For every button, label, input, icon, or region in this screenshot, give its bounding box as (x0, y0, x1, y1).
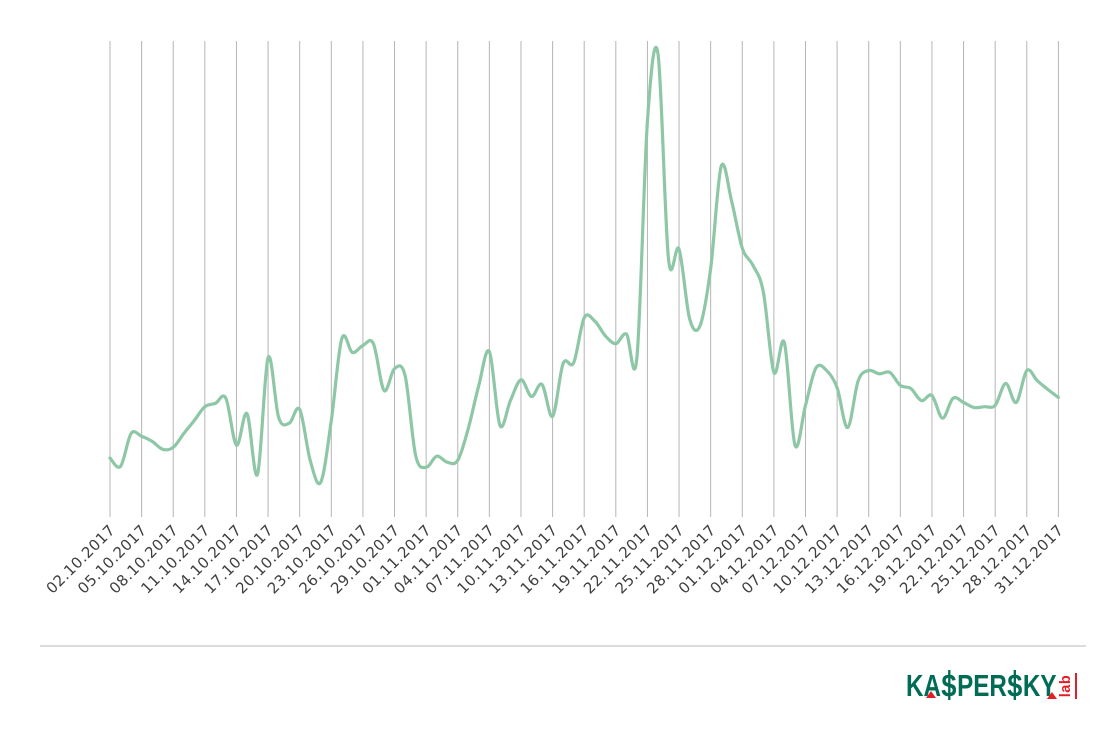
kaspersky-logo: KASPERSKY lab (906, 668, 1091, 703)
line-chart: 02.10.201705.10.201708.10.201711.10.2017… (43, 41, 1067, 597)
wordmark-letters: S (940, 668, 958, 703)
kaspersky-lab-label: lab (1058, 673, 1077, 701)
footer-divider (40, 645, 1086, 647)
logo-triangle-a-icon (926, 691, 936, 698)
logo-triangle-y-icon (1047, 692, 1057, 699)
chart-area: 02.10.2017 05.10.2017 08.10.2017 11.10.2017… (43, 41, 1067, 597)
data-series-line (108, 45, 1060, 486)
wordmark-letters: S (1006, 668, 1023, 703)
lab-text: lab (1058, 673, 1077, 699)
wordmark-letters: PER (957, 668, 1007, 703)
